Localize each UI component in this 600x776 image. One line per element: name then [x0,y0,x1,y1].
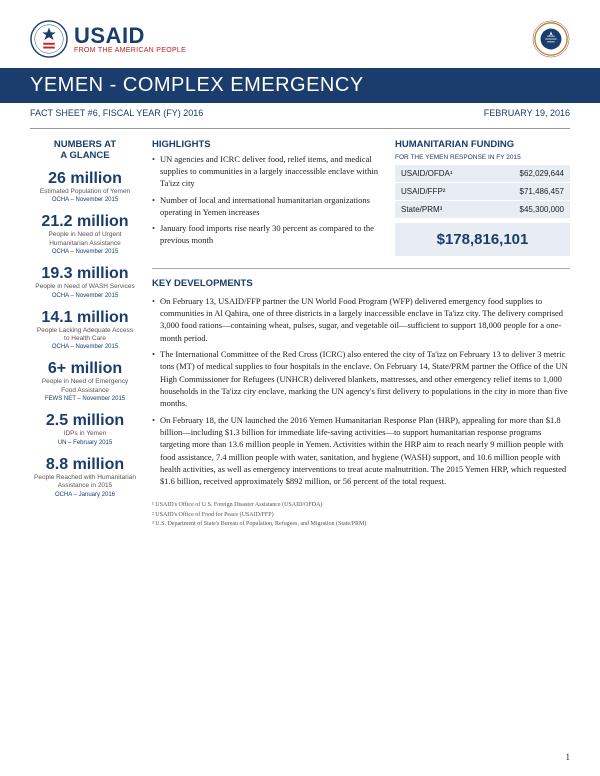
footnote: ² USAID's Office of Food for Peace (USAI… [152,511,570,519]
stat-number: 26 million [30,170,140,188]
stat-source: OCHA – January 2016 [30,492,140,498]
stat-source: FEWS NET – November 2015 [30,396,140,402]
footnote: ³ U.S. Department of State's Bureau of P… [152,520,570,528]
key-dev-title: KEY DEVELOPMENTS [152,277,570,291]
funding-label: State/PRM³ [395,201,488,219]
footnotes: ¹ USAID's Office of U.S. Foreign Disaste… [152,501,570,528]
footnote: ¹ USAID's Office of U.S. Foreign Disaste… [152,501,570,509]
stat-description: People in Need of Urgent Humanitarian As… [30,231,140,248]
funding-total: $178,816,101 [395,223,570,256]
key-dev-item: On February 13, USAID/FFP partner the UN… [152,295,570,344]
top-row: HIGHLIGHTS UN agencies and ICRC deliver … [152,139,570,256]
stat-description: People Reached with Humanitarian Assista… [30,474,140,491]
funding-value: $71,486,457 [488,183,570,201]
highlight-item: January food imports rise nearly 30 perc… [152,223,383,247]
title-bar: YEMEN - COMPLEX EMERGENCY [0,68,600,103]
funding-subtitle: FOR THE YEMEN RESPONSE IN FY 2015 [395,154,570,161]
sidebar-title: NUMBERS AT A GLANCE [30,139,140,162]
stat-description: People Lacking Adequate Access to Health… [30,327,140,344]
page-number: 1 [566,752,571,762]
usaid-logo: USAID FROM THE AMERICAN PEOPLE [30,20,186,58]
funding-row: USAID/FFP²$71,486,457 [395,183,570,201]
stat-source: OCHA – November 2015 [30,197,140,203]
stat-description: People in Need of WASH Services [30,283,140,291]
stat-block: 19.3 millionPeople in Need of WASH Servi… [30,265,140,298]
usaid-seal-icon [30,20,68,58]
funding-title: HUMANITARIAN FUNDING [395,139,570,150]
logo-row: USAID FROM THE AMERICAN PEOPLE [30,20,570,58]
document-title: YEMEN - COMPLEX EMERGENCY [30,74,570,97]
stat-number: 8.8 million [30,456,140,474]
key-dev-item: The International Committee of the Red C… [152,348,570,410]
sub-header-bar: FACT SHEET #6, FISCAL YEAR (FY) 2016 FEB… [30,103,570,129]
stat-description: IDPs in Yemen [30,430,140,438]
section-divider [152,268,570,269]
funding-label: USAID/FFP² [395,183,488,201]
factsheet-label: FACT SHEET #6, FISCAL YEAR (FY) 2016 [30,108,203,118]
usaid-text-block: USAID FROM THE AMERICAN PEOPLE [74,25,186,54]
stat-number: 21.2 million [30,213,140,231]
funding-row: USAID/OFDA¹$62,029,644 [395,165,570,183]
stat-source: UN – February 2015 [30,440,140,446]
key-dev-item: On February 18, the UN launched the 2016… [152,414,570,488]
stat-description: Estimated Population of Yemen [30,188,140,196]
stat-block: 26 millionEstimated Population of YemenO… [30,170,140,203]
highlights-section: HIGHLIGHTS UN agencies and ICRC deliver … [152,139,383,256]
stat-number: 14.1 million [30,309,140,327]
main-column: HIGHLIGHTS UN agencies and ICRC deliver … [152,139,570,530]
document-date: FEBRUARY 19, 2016 [484,108,570,118]
stat-block: 2.5 millionIDPs in Yemen UN – February 20… [30,412,140,445]
stat-number: 19.3 million [30,265,140,283]
page-container: USAID FROM THE AMERICAN PEOPLE YEMEN - C… [0,0,600,550]
highlight-item: Number of local and international humani… [152,195,383,219]
stat-source: OCHA – November 2015 [30,249,140,255]
funding-value: $45,300,000 [488,201,570,219]
funding-section: HUMANITARIAN FUNDING FOR THE YEMEN RESPO… [395,139,570,256]
stat-number: 2.5 million [30,412,140,430]
funding-row: State/PRM³$45,300,000 [395,201,570,219]
stat-description: People in Need of Emergency Food Assista… [30,378,140,395]
numbers-sidebar: NUMBERS AT A GLANCE 26 millionEstimated … [30,139,140,530]
usaid-tagline: FROM THE AMERICAN PEOPLE [74,47,186,54]
stat-number: 6+ million [30,360,140,378]
content-area: NUMBERS AT A GLANCE 26 millionEstimated … [30,139,570,530]
stat-block: 14.1 millionPeople Lacking Adequate Acce… [30,309,140,351]
stat-block: 6+ millionPeople in Need of Emergency Fo… [30,360,140,402]
stat-source: OCHA – November 2015 [30,293,140,299]
state-dept-seal-icon [532,20,570,58]
stat-block: 21.2 millionPeople in Need of Urgent Hum… [30,213,140,255]
funding-value: $62,029,644 [488,165,570,183]
funding-table: USAID/OFDA¹$62,029,644USAID/FFP²$71,486,… [395,165,570,219]
stat-block: 8.8 millionPeople Reached with Humanitar… [30,456,140,498]
highlights-title: HIGHLIGHTS [152,139,383,150]
key-developments-section: KEY DEVELOPMENTS On February 13, USAID/F… [152,277,570,487]
usaid-name: USAID [74,25,186,47]
highlight-item: UN agencies and ICRC deliver food, relie… [152,154,383,190]
stat-source: OCHA – November 2015 [30,344,140,350]
funding-label: USAID/OFDA¹ [395,165,488,183]
